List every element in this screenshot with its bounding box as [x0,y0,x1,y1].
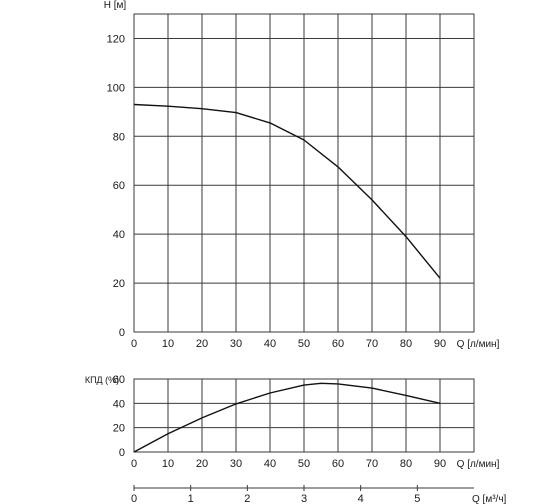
flow-axis-tick-label: 3 [301,493,307,504]
efficiency-x-tick-label: 0 [131,458,137,470]
head-x-tick-label: 30 [230,338,242,350]
efficiency-x-axis-title: Q [л/мин] [457,459,500,470]
flow-axis-tick-label: 4 [358,493,364,504]
efficiency-y-axis-title: КПД (%) [85,375,119,385]
flow-axis-tick-label: 1 [188,493,194,504]
efficiency-y-tick-label: 0 [119,447,125,459]
head-y-tick-label: 100 [107,82,125,94]
head-x-tick-label: 40 [264,338,276,350]
head-x-tick-label: 90 [434,338,446,350]
flow-axis-tick-label: 2 [244,493,250,504]
head-x-tick-label: 50 [298,338,310,350]
head-x-tick-label: 70 [366,338,378,350]
head-x-tick-label: 80 [400,338,412,350]
efficiency-x-tick-label: 80 [400,458,412,470]
efficiency-chart: 0 10 20 30 40 50 60 70 80 90 0 20 40 60 Q [л/мин] КПД (… [85,374,500,470]
efficiency-x-tick-label: 90 [434,458,446,470]
flow-axis-tick-label: 0 [131,493,137,504]
head-x-axis-title: Q [л/мин] [457,339,500,350]
head-chart: 0 10 20 30 40 50 60 70 80 90 0 20 40 60 80 100 120 Q [л/м… [104,0,500,350]
head-x-tick-label: 60 [332,338,344,350]
head-y-tick-label: 60 [113,180,125,192]
efficiency-y-tick-label: 20 [113,423,125,435]
head-x-tick-label: 20 [196,338,208,350]
efficiency-x-tick-label: 20 [196,458,208,470]
head-x-tick-label: 10 [162,338,174,350]
head-y-tick-label: 20 [113,278,125,290]
head-y-axis-title: H [м] [104,0,127,11]
efficiency-x-tick-label: 70 [366,458,378,470]
efficiency-series-line [133,382,441,453]
efficiency-x-tick-label: 60 [332,458,344,470]
flow-axis-tick-label: 5 [414,493,420,504]
flow-axis-title: Q [м³/ч] [472,494,507,504]
efficiency-x-tick-label: 50 [298,458,310,470]
efficiency-x-tick-label: 30 [230,458,242,470]
efficiency-y-tick-label: 40 [113,398,125,410]
head-y-tick-label: 80 [113,131,125,143]
head-y-tick-label: 40 [113,229,125,241]
head-series-line [133,103,441,279]
head-y-tick-label: 120 [107,33,125,45]
head-x-tick-label: 0 [131,338,137,350]
flow-m3h-axis: 0 1 2 3 4 5 Q [м³/ч] [131,485,507,504]
head-y-tick-label: 0 [119,327,125,339]
efficiency-x-tick-label: 40 [264,458,276,470]
efficiency-x-tick-label: 10 [162,458,174,470]
efficiency-y-tick-label: 60 [113,374,125,386]
